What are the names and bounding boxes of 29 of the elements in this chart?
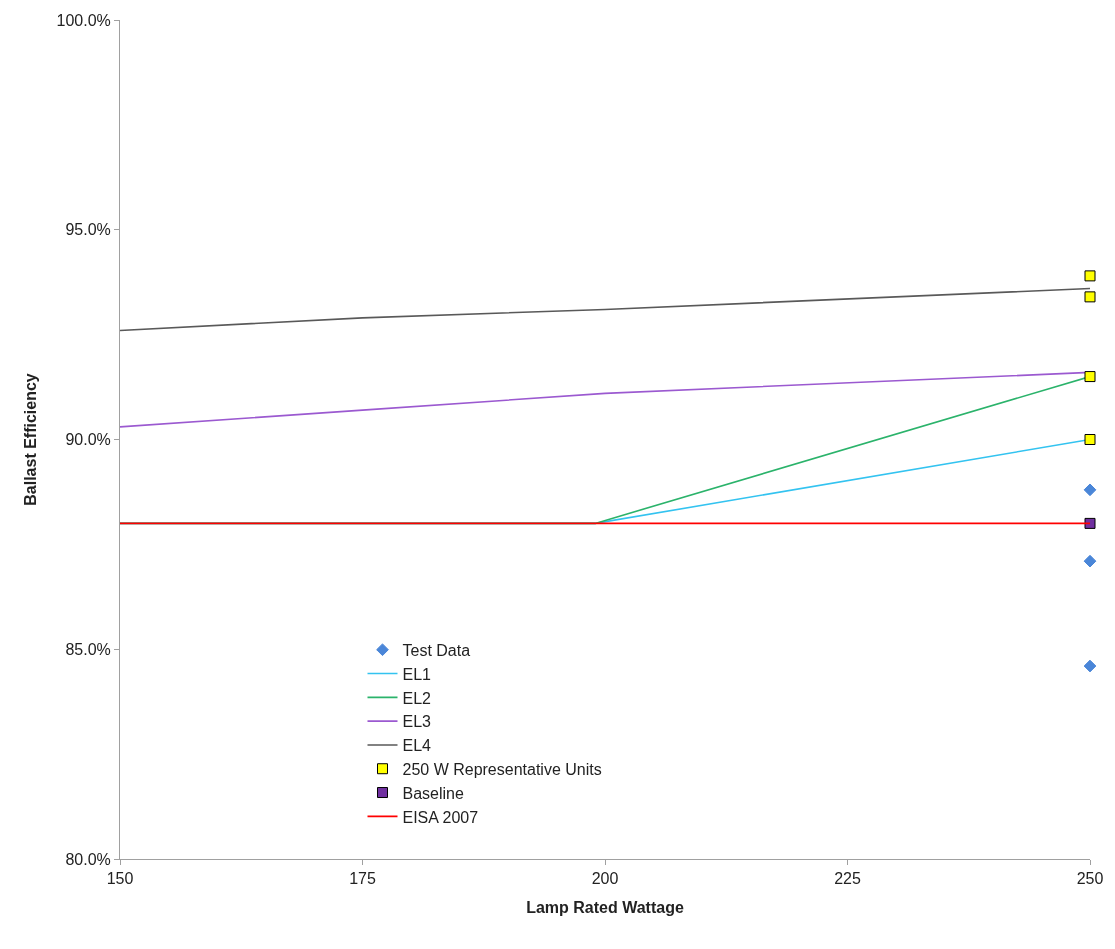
line-series: [120, 287, 1090, 332]
point: [1083, 554, 1097, 568]
y-tick-label: 90.0%: [65, 431, 111, 449]
legend-label: EL4: [402, 737, 432, 755]
legend-label: 250 W Representative Units: [402, 760, 602, 778]
y-tick-label: 100.0%: [56, 11, 111, 29]
legend-label: EL2: [402, 689, 432, 707]
y-axis-title: Ballast Efficiency: [22, 373, 40, 506]
point: [1084, 291, 1096, 303]
x-tick-label: 225: [834, 870, 861, 888]
y-tick-label: 95.0%: [65, 221, 111, 239]
point: [1083, 659, 1097, 673]
x-tick-label: 250: [1076, 870, 1104, 888]
x-tick-label: 175: [349, 870, 376, 888]
y-tick-label: 85.0%: [65, 640, 111, 658]
point: [1084, 434, 1096, 445]
legend-label: Test Data: [402, 641, 471, 659]
legend-label: EL3: [402, 713, 432, 731]
legend-label: EISA 2007: [402, 808, 479, 826]
x-axis-title: Lamp Rated Wattage: [526, 898, 684, 916]
point: [1084, 270, 1096, 282]
point: [1083, 483, 1097, 497]
point: [1084, 371, 1096, 383]
x-tick-label: 150: [106, 870, 134, 888]
legend-label: EL1: [402, 665, 432, 683]
x-tick-label: 200: [591, 870, 619, 888]
point: [1084, 517, 1096, 529]
legend-label: Baseline: [402, 784, 464, 802]
y-tick-label: 80.0%: [65, 850, 111, 868]
